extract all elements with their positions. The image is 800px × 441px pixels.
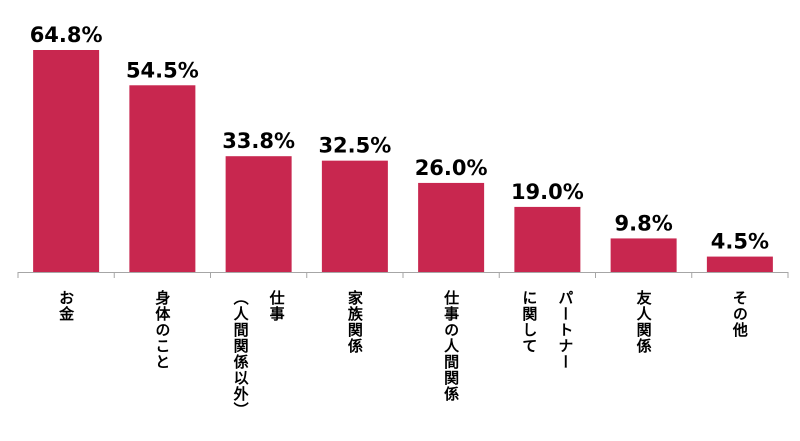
category-label-1-0: 身体のこと: [153, 289, 171, 370]
category-label-3-0: 家族関係: [346, 289, 364, 354]
value-label-1: 54.5%: [126, 58, 199, 82]
value-label-5: 19.0%: [511, 180, 584, 204]
category-label-6-0: 友人関係: [635, 289, 653, 354]
value-label-0: 64.8%: [30, 23, 103, 47]
category-label-0-0: お金: [57, 290, 75, 322]
category-label-4-0: 仕事の人間関係: [442, 289, 460, 402]
value-label-4: 26.0%: [415, 156, 488, 180]
value-label-3: 32.5%: [318, 134, 391, 158]
bar-7: [706, 256, 773, 272]
category-label-2-1: （人間関係以外）: [232, 290, 250, 418]
bar-5: [514, 206, 581, 272]
bar-4: [418, 182, 485, 272]
category-label-2-0: 仕事: [268, 289, 286, 322]
category-label-7-0: その他: [731, 290, 749, 338]
value-label-6: 9.8%: [615, 211, 673, 235]
x-axis: [17, 272, 789, 278]
bars-layer: [33, 50, 773, 272]
bar-0: [33, 50, 100, 272]
bar-6: [610, 238, 677, 272]
bar-3: [321, 160, 388, 272]
value-labels-layer: 64.8% 54.5% 33.8% 32.5% 26.0% 19.0% 9.8% 4.5%: [30, 23, 769, 254]
bar-2: [225, 156, 292, 272]
value-label-7: 4.5%: [711, 230, 769, 254]
category-label-5-1: に関して: [520, 290, 538, 354]
category-label-5-0: パートナー: [556, 290, 574, 370]
bar-1: [129, 85, 196, 272]
value-label-2: 33.8%: [222, 129, 295, 153]
